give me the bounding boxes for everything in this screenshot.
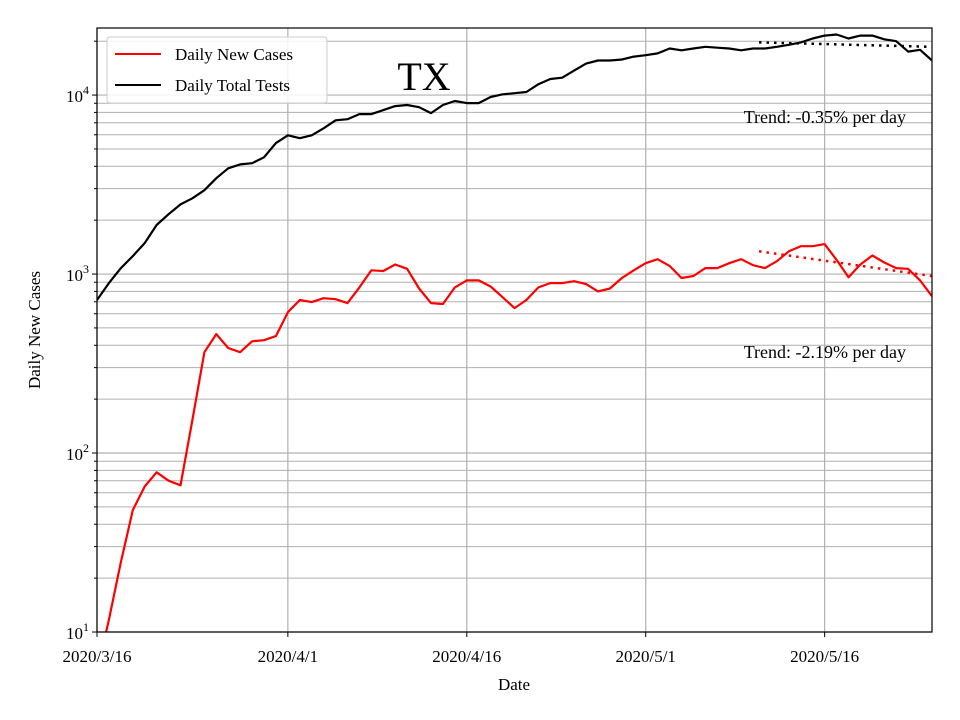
y-tick-label: 101 xyxy=(66,620,89,643)
legend-label-cases: Daily New Cases xyxy=(175,45,293,64)
trend-label-cases: Trend: -2.19% per day xyxy=(744,342,906,362)
y-tick-label: 103 xyxy=(66,262,89,285)
y-axis-label: Daily New Cases xyxy=(25,271,44,389)
trend-line-tests xyxy=(759,41,932,49)
legend: Daily New Cases Daily Total Tests xyxy=(106,36,328,104)
x-tick-label: 2020/4/1 xyxy=(258,647,318,666)
y-tick-label: 102 xyxy=(66,441,89,464)
legend-label-tests: Daily Total Tests xyxy=(175,76,290,95)
plot-frame xyxy=(96,27,933,633)
x-tick-label: 2020/4/16 xyxy=(432,647,501,666)
x-axis-label: Date xyxy=(498,675,530,694)
x-tick-label: 2020/5/16 xyxy=(790,647,859,666)
series-line-daily-total-tests xyxy=(97,33,932,301)
y-tick-label: 104 xyxy=(66,83,89,106)
ticks: 101 102 103 104 2020/3/16 2020/4/1 2020/4/16 20… xyxy=(63,40,859,666)
grid xyxy=(96,28,932,633)
series-group xyxy=(97,33,932,632)
series-line-daily-new-cases xyxy=(104,243,932,632)
x-tick-label: 2020/5/1 xyxy=(615,647,675,666)
trend-label-tests: Trend: -0.35% per day xyxy=(744,107,906,127)
legend-box xyxy=(106,36,328,104)
x-tick-label: 2020/3/16 xyxy=(63,647,132,666)
chart-title: TX xyxy=(397,54,450,99)
